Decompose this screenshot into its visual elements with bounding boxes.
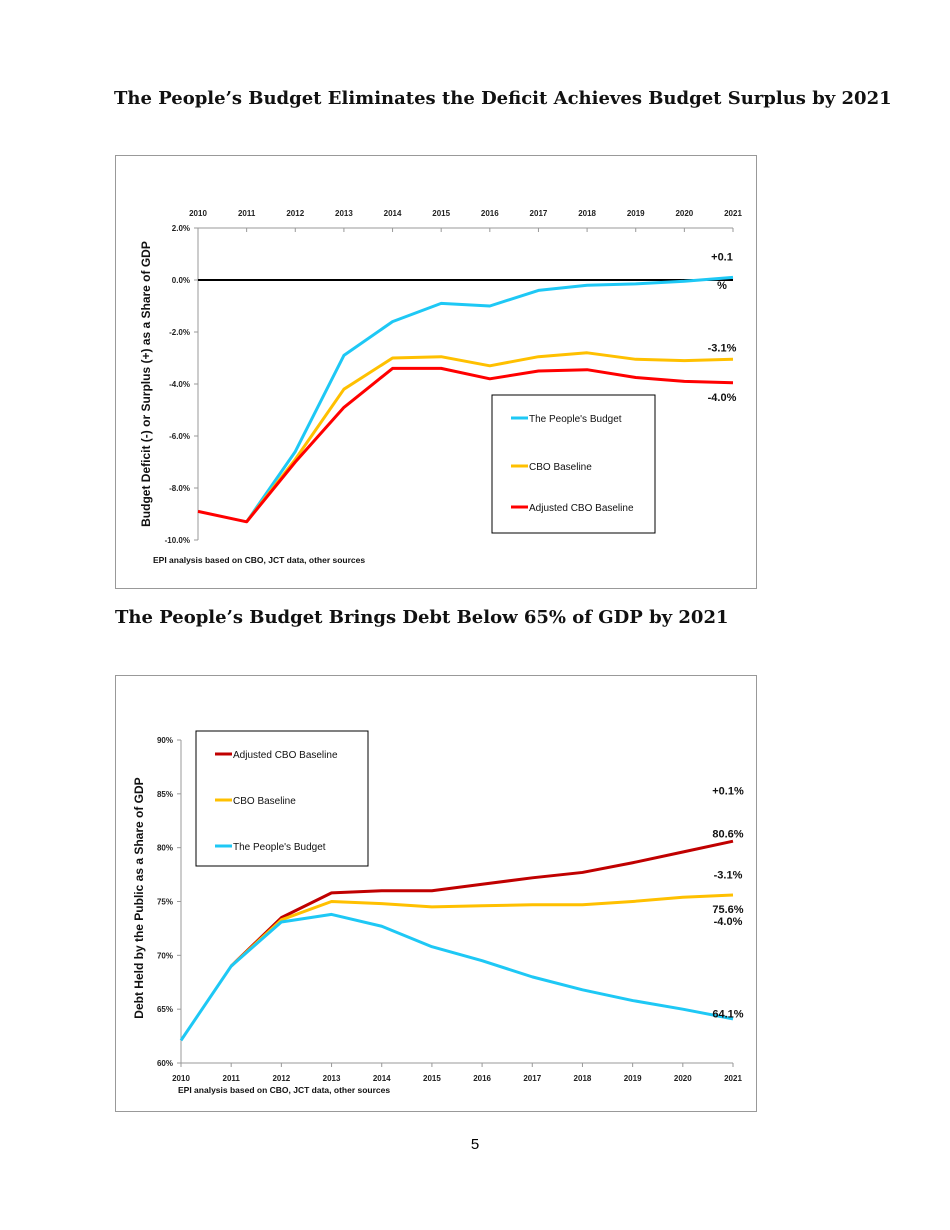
chart-1-y-tick-label: -4.0% xyxy=(169,380,190,389)
chart-2-y-tick-label: 75% xyxy=(157,898,173,907)
chart-1-y-tick-label: 0.0% xyxy=(172,276,190,285)
chart-1-x-tick-label: 2016 xyxy=(481,209,499,218)
chart-1-x-tick-label: 2018 xyxy=(578,209,596,218)
chart-2-x-tick-label: 2016 xyxy=(473,1074,491,1083)
chart-2-x-tick-label: 2014 xyxy=(373,1074,391,1083)
chart-2-series-line-the-people-s-budget xyxy=(179,912,734,1042)
chart-2-annotation: 64.1% xyxy=(712,1008,743,1020)
chart-1-legend-label: CBO Baseline xyxy=(529,462,592,473)
chart-2-y-tick-label: 90% xyxy=(157,736,173,745)
chart-1-y-tick-label: -10.0% xyxy=(165,536,190,545)
chart-2-annotation: 75.6% xyxy=(712,904,743,916)
chart-1-x-tick-label: 2019 xyxy=(627,209,645,218)
chart-1-source-note: EPI analysis based on CBO, JCT data, oth… xyxy=(153,555,365,565)
chart-2-y-tick-label: 60% xyxy=(157,1059,173,1068)
chart-2-x-tick-label: 2018 xyxy=(574,1074,592,1083)
chart-2-y-tick-label: 80% xyxy=(157,844,173,853)
chart-2-title: The People’s Budget Brings Debt Below 65… xyxy=(115,607,729,628)
chart-1-annotation: % xyxy=(717,280,727,292)
chart-2-x-tick-label: 2012 xyxy=(272,1074,290,1083)
chart-2-y-axis-label: Debt Held by the Public as a Share of GD… xyxy=(132,777,146,1018)
chart-1-x-tick-label: 2011 xyxy=(238,209,256,218)
chart-1-x-tick-label: 2013 xyxy=(335,209,353,218)
chart-2-y-tick-label: 85% xyxy=(157,790,173,799)
chart-2-annotation: -3.1% xyxy=(714,870,743,882)
chart-2-legend-label: The People's Budget xyxy=(233,842,326,853)
chart-2-x-tick-label: 2011 xyxy=(223,1074,241,1083)
chart-2-x-tick-label: 2015 xyxy=(423,1074,441,1083)
chart-1-legend-label: Adjusted CBO Baseline xyxy=(529,503,634,514)
chart-1-y-tick-label: -6.0% xyxy=(169,432,190,441)
chart-1-annotation: -3.1% xyxy=(708,343,737,355)
chart-2-x-tick-label: 2021 xyxy=(724,1074,742,1083)
chart-1-x-tick-label: 2017 xyxy=(530,209,548,218)
chart-1-legend-label: The People's Budget xyxy=(529,414,622,425)
chart-1-x-tick-label: 2021 xyxy=(724,209,742,218)
page-number: 5 xyxy=(470,1136,480,1153)
chart-2-x-tick-label: 2013 xyxy=(323,1074,341,1083)
chart-2-x-tick-label: 2020 xyxy=(674,1074,692,1083)
chart-2-annotation: +0.1% xyxy=(712,786,744,798)
chart-2-y-tick-label: 65% xyxy=(157,1005,173,1014)
chart-2-x-tick-label: 2017 xyxy=(523,1074,541,1083)
chart-1-title: The People’s Budget Eliminates the Defic… xyxy=(114,88,892,109)
chart-2-x-tick-label: 2019 xyxy=(624,1074,642,1083)
chart-2-x-tick-label: 2010 xyxy=(172,1074,190,1083)
chart-1-annotation: +0.1 xyxy=(711,252,733,264)
chart-2-source-note: EPI analysis based on CBO, JCT data, oth… xyxy=(178,1085,390,1095)
chart-1-series-line-adjusted-cbo-baseline xyxy=(197,366,734,524)
chart-1-y-tick-label: 2.0% xyxy=(172,224,190,233)
chart-2-annotation: -4.0% xyxy=(714,916,743,928)
chart-2-annotation: 80.6% xyxy=(712,829,743,841)
chart-1-y-axis-label: Budget Deficit (-) or Surplus (+) as a S… xyxy=(139,241,153,527)
chart-1-x-tick-label: 2020 xyxy=(675,209,693,218)
chart-1-x-tick-label: 2015 xyxy=(432,209,450,218)
chart-1-x-tick-label: 2014 xyxy=(384,209,402,218)
chart-2-legend-label: CBO Baseline xyxy=(233,796,296,807)
chart-1-y-tick-label: -8.0% xyxy=(169,484,190,493)
chart-1-x-tick-label: 2010 xyxy=(189,209,207,218)
chart-1-series-line-the-people-s-budget xyxy=(245,275,734,523)
chart-2-legend-label: Adjusted CBO Baseline xyxy=(233,750,338,761)
chart-2-y-tick-label: 70% xyxy=(157,951,173,960)
chart-1-x-tick-label: 2012 xyxy=(286,209,304,218)
chart-1-y-tick-label: -2.0% xyxy=(169,328,190,337)
chart-1-annotation: -4.0% xyxy=(708,392,737,404)
